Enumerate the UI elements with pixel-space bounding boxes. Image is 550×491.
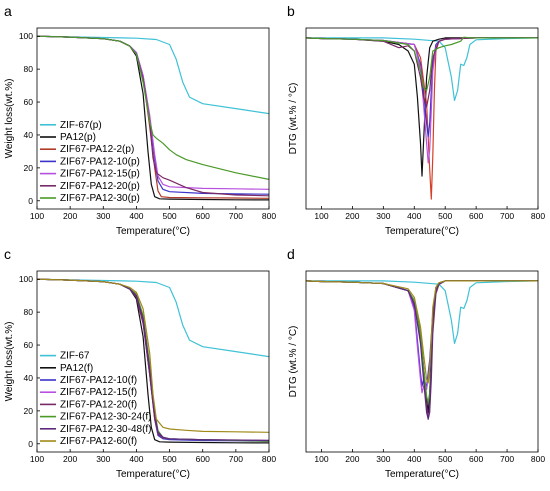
x-tick-label: 500 [162,454,176,464]
series-lines [37,278,269,444]
x-axis-label: Temperature(°C) [385,469,459,480]
y-tick-label: 20 [24,406,34,416]
legend-entry: ZIF67-PA12-15(f) [60,387,137,398]
x-tick-label: 300 [96,211,110,221]
legend-entry: PA12(f) [60,363,93,374]
x-tick-label: 200 [345,454,359,464]
y-tick-label: 40 [24,130,34,140]
y-tick-label: 40 [24,373,34,383]
legend-entry: ZIF67-PA12-15(p) [60,169,140,180]
legend-entry: ZIF67-PA12-30-48(f) [60,424,152,435]
series-line-0 [37,278,269,358]
legend: ZIF-67(p)PA12(p)ZIF67-PA12-2(p)ZIF67-PA1… [40,120,140,204]
legend-entry: ZIF67-PA12-10(f) [60,375,137,386]
panel-label: a [4,3,12,19]
series-line-6 [306,36,538,92]
x-tick-label: 100 [314,454,328,464]
x-tick-label: 400 [129,454,143,464]
panel-c: c 100 200 300 400 500 600 700 800 0 20 40 60 80 100 Tem… [4,246,276,480]
legend-entry: ZIF67-PA12-30-24(f) [60,412,152,423]
x-tick-label: 800 [531,454,545,464]
y-tick-label: 100 [19,274,33,284]
legend-entry: ZIF67-PA12-60(f) [60,436,137,447]
x-tick-label: 800 [262,211,276,221]
series-lines [306,280,538,420]
series-line-0 [306,37,538,101]
y-axis-label: DTG (wt.% / °C) [288,326,299,398]
x-axis-label: Temperature(°C) [385,226,459,237]
legend-entry: ZIF67-PA12-20(f) [60,399,137,410]
series-line-7 [306,280,538,384]
x-tick-label: 500 [438,211,452,221]
legend-entry: ZIF67-PA12-30(p) [60,193,140,204]
plot-frame [36,27,270,210]
panel-label: c [4,246,11,262]
series-line-1 [306,37,538,177]
panel-b: b 100 200 300 400 500 600 700 800 Temperature(°C)… [287,3,545,237]
series-line-4 [306,37,538,164]
x-tick-label: 600 [469,454,483,464]
y-axis-label: DTG (wt.% / °C) [288,83,299,155]
panel-a: a 100 200 300 400 500 600 700 800 0 20 40 60 80 100 Tem… [4,3,276,237]
x-axis-label: Temperature(°C) [116,226,190,237]
y-tick-label: 60 [24,97,34,107]
x-tick-label: 600 [196,211,210,221]
series-line-2 [306,280,538,387]
legend: ZIF-67PA12(f)ZIF67-PA12-10(f)ZIF67-PA12-… [40,351,152,447]
panel-label: d [287,246,295,262]
y-tick-label: 80 [24,307,34,317]
legend-entry: PA12(p) [60,132,96,143]
legend-entry: ZIF-67(p) [60,120,102,131]
plot-frame [36,270,270,453]
legend-entry: ZIF67-PA12-10(p) [60,156,140,167]
plot-frame [305,27,539,210]
x-axis-label: Temperature(°C) [116,469,190,480]
x-tick-label: 100 [314,211,328,221]
series-line-0 [306,280,538,344]
series-line-7 [37,278,269,433]
y-axis-label: Weight loss(wt.%) [4,79,15,159]
x-tick-label: 800 [262,454,276,464]
series-lines [37,35,269,201]
x-tick-label: 300 [376,211,390,221]
y-tick-label: 20 [24,163,34,173]
x-tick-label: 500 [438,454,452,464]
x-tick-label: 300 [376,454,390,464]
series-line-6 [37,35,269,180]
y-tick-label: 0 [28,439,33,449]
x-tick-label: 700 [229,454,243,464]
legend-entry: ZIF-67 [60,351,90,362]
y-tick-label: 0 [28,196,33,206]
panel-d: d 100 200 300 400 500 600 700 800 Temperature(°C)… [287,246,545,480]
legend-entry: ZIF67-PA12-2(p) [60,144,134,155]
series-line-0 [37,35,269,115]
plot-frame [305,270,539,453]
y-axis-label: Weight loss(wt.%) [4,322,15,402]
x-tick-label: 700 [229,211,243,221]
panel-label: b [287,3,295,19]
y-tick-label: 60 [24,340,34,350]
x-tick-label: 200 [345,211,359,221]
x-tick-label: 800 [531,211,545,221]
legend-entry: ZIF67-PA12-20(p) [60,181,140,192]
x-tick-label: 100 [30,211,44,221]
y-tick-label: 100 [19,31,33,41]
x-tick-label: 400 [129,211,143,221]
x-tick-label: 600 [196,454,210,464]
x-tick-label: 300 [96,454,110,464]
x-tick-label: 200 [63,454,77,464]
series-lines [306,36,538,200]
x-tick-label: 400 [407,211,421,221]
y-tick-label: 80 [24,64,34,74]
x-tick-label: 600 [469,211,483,221]
x-tick-label: 200 [63,211,77,221]
x-tick-label: 700 [500,454,514,464]
x-tick-label: 100 [30,454,44,464]
x-tick-label: 700 [500,211,514,221]
x-tick-label: 400 [407,454,421,464]
x-tick-label: 500 [162,211,176,221]
